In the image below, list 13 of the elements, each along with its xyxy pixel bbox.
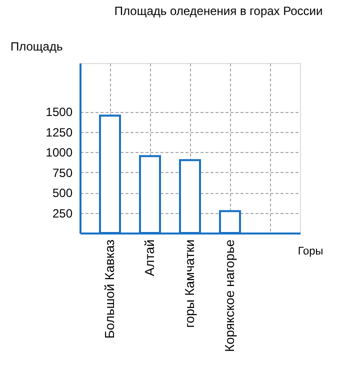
x-tick-label: Большой Кавказ <box>102 239 117 339</box>
x-axis-title: Горы <box>298 246 324 258</box>
y-tick-label: 750 <box>52 166 73 180</box>
chart-title: Площадь оледенения в горах России <box>114 4 323 18</box>
y-tick-label: 1000 <box>46 146 73 160</box>
y-axis-title: Площадь <box>10 40 63 54</box>
y-tick-label: 1250 <box>46 125 73 140</box>
y-tick-label: 1500 <box>46 105 73 120</box>
y-tick-label: 500 <box>52 186 73 200</box>
y-tick-label: 250 <box>52 206 73 220</box>
x-tick-label: горы Камчатки <box>182 240 197 328</box>
x-tick-label: Алтай <box>142 240 157 276</box>
x-tick-label: Корякское нагорье <box>222 240 237 352</box>
